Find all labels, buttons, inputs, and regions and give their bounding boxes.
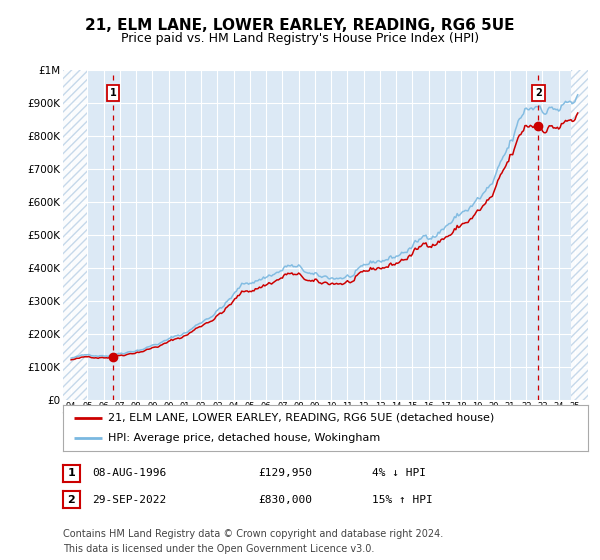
Text: Contains HM Land Registry data © Crown copyright and database right 2024.
This d: Contains HM Land Registry data © Crown c… (63, 529, 443, 554)
Text: 29-SEP-2022: 29-SEP-2022 (92, 494, 166, 505)
Bar (571, 70, 588, 400)
Text: 08-AUG-1996: 08-AUG-1996 (92, 468, 166, 478)
Text: 21, ELM LANE, LOWER EARLEY, READING, RG6 5UE: 21, ELM LANE, LOWER EARLEY, READING, RG6… (85, 18, 515, 32)
Text: HPI: Average price, detached house, Wokingham: HPI: Average price, detached house, Woki… (107, 433, 380, 443)
Text: 2: 2 (535, 88, 542, 98)
Text: 1: 1 (68, 468, 75, 478)
Text: £830,000: £830,000 (258, 494, 312, 505)
Text: 2: 2 (68, 494, 75, 505)
Text: 1: 1 (110, 88, 116, 98)
Text: Price paid vs. HM Land Registry's House Price Index (HPI): Price paid vs. HM Land Registry's House … (121, 31, 479, 45)
Bar (63, 70, 88, 400)
Text: 15% ↑ HPI: 15% ↑ HPI (372, 494, 433, 505)
Text: 21, ELM LANE, LOWER EARLEY, READING, RG6 5UE (detached house): 21, ELM LANE, LOWER EARLEY, READING, RG6… (107, 413, 494, 423)
Text: 4% ↓ HPI: 4% ↓ HPI (372, 468, 426, 478)
Text: £129,950: £129,950 (258, 468, 312, 478)
